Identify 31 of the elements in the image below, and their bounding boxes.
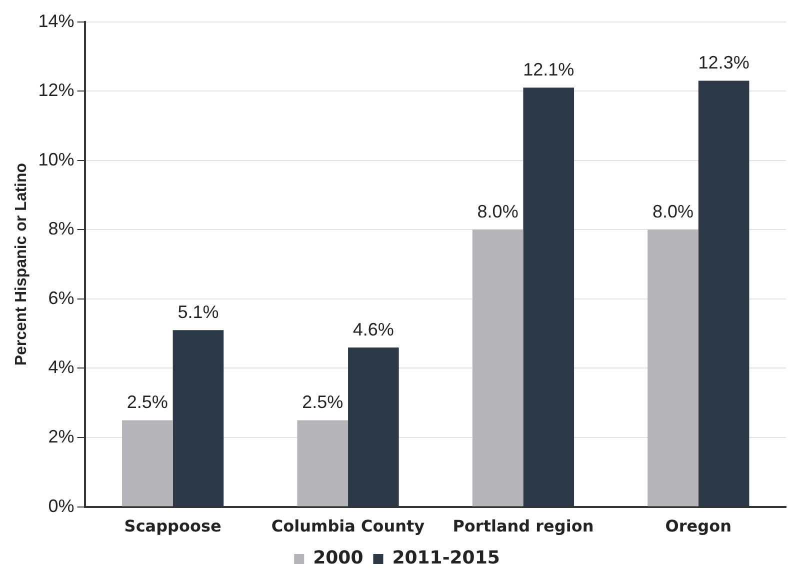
data-label: 8.0% [652,202,694,222]
bar [648,230,698,506]
x-tick-label: Columbia County [271,516,426,536]
data-label: 12.1% [523,60,574,80]
bar [348,347,399,506]
y-tick-label: 8% [48,218,74,239]
x-tick-label: Oregon [665,516,732,536]
bar [698,80,750,506]
bar [297,420,348,506]
y-tick-label: 10% [38,149,74,170]
x-tick-label: Portland region [452,516,594,536]
y-tick-label: 14% [38,10,74,31]
x-tick-label: Scappoose [124,516,222,536]
bar [523,88,574,506]
y-axis-title: Percent Hispanic or Latino [13,162,30,366]
data-label: 2.5% [302,392,344,412]
data-label: 12.3% [698,52,750,73]
bar [122,420,173,506]
bar [472,230,524,506]
y-tick-label: 4% [48,357,74,378]
data-label: 4.6% [352,319,394,340]
legend-label: 2000 [313,548,364,569]
y-tick-label: 12% [38,80,74,100]
data-label: 8.0% [477,202,518,222]
y-tick-label: 0% [48,496,74,516]
y-tick-label: 6% [48,288,74,308]
data-label: 5.1% [178,302,219,322]
bar [172,330,224,506]
data-label: 2.5% [126,392,168,412]
y-tick-label: 2% [48,426,74,446]
legend-label: 2011-2015 [392,548,500,569]
